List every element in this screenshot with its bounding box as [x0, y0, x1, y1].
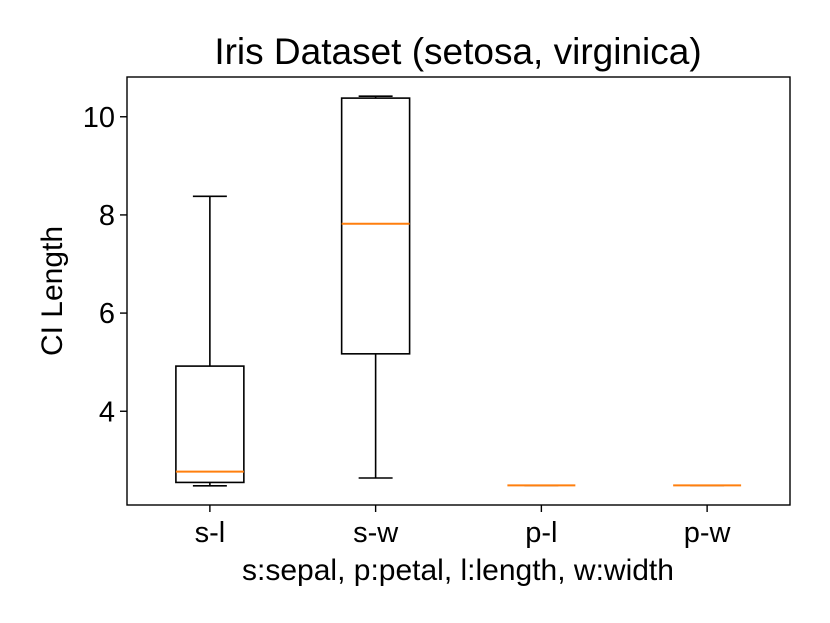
x-tick-label: s-l	[195, 517, 226, 549]
x-tick-label: p-l	[525, 517, 557, 549]
x-tick-label: s-w	[353, 517, 399, 549]
x-tick-label: p-w	[684, 517, 732, 549]
y-tick-label: 4	[99, 396, 115, 428]
y-tick-label: 6	[99, 298, 115, 330]
y-tick-label: 8	[99, 200, 115, 232]
plot-marks	[175, 95, 742, 487]
box-s-l	[175, 195, 245, 487]
chart-title: Iris Dataset (setosa, virginica)	[214, 31, 701, 72]
y-tick-label: 10	[83, 102, 115, 134]
plot-area-frame	[126, 76, 791, 506]
box-iqr	[340, 97, 411, 355]
box-s-w	[340, 95, 411, 479]
y-axis-label: CI Length	[36, 226, 69, 356]
y-axis: 4 6 8 10	[83, 102, 127, 428]
x-axis-label: s:sepal, p:petal, l:length, w:width	[242, 554, 674, 587]
x-axis: s-l s-w p-l p-w	[195, 505, 732, 549]
box-iqr	[175, 365, 245, 484]
